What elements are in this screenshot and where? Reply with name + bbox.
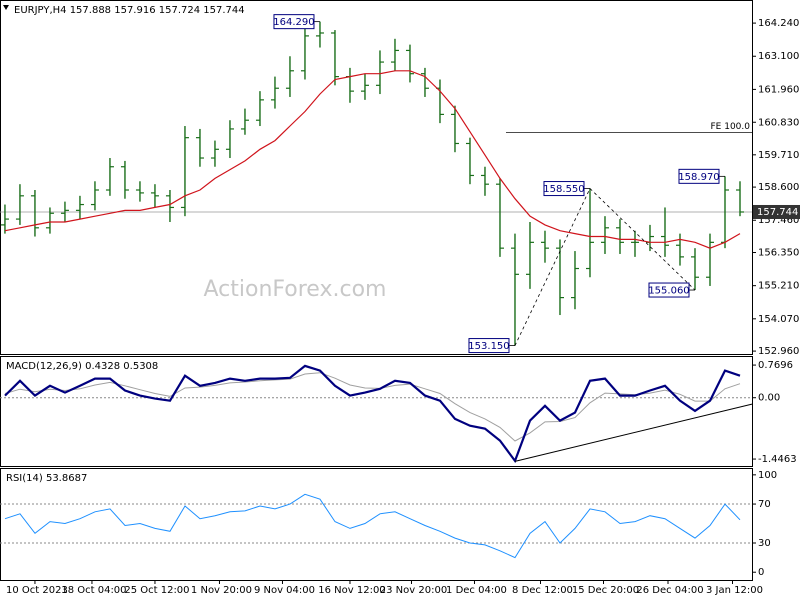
- y-tick-label: 163.100: [758, 51, 799, 62]
- annotation-box: [468, 338, 510, 354]
- y-tick-label: 156.350: [758, 248, 799, 259]
- x-tick-label: 25 Oct 12:00: [124, 585, 189, 596]
- y-tick-label: 157.460: [758, 215, 799, 226]
- moving-average: [4, 70, 741, 249]
- y-tick-label: 159.710: [758, 150, 799, 161]
- macd-panel: [0, 356, 753, 467]
- y-tick-label: 161.960: [758, 84, 799, 95]
- y-tick-label: 160.830: [758, 117, 799, 128]
- y-tick-label: 152.960: [758, 346, 799, 357]
- macd-line: [4, 364, 741, 464]
- annotation-label: 158.550: [543, 184, 584, 195]
- last-price-label: 157.744: [757, 207, 798, 218]
- x-tick-label: 18 Oct 04:00: [61, 585, 126, 596]
- y-tick-label: 0.00: [758, 393, 780, 404]
- rsi-line: [4, 493, 741, 559]
- y-tick-label: 70: [758, 499, 771, 510]
- y-tick-label: 158.600: [758, 182, 799, 193]
- symbol-icon: [3, 5, 9, 10]
- y-tick-label: -1.4463: [758, 454, 797, 465]
- watermark: ActionForex.com: [204, 277, 387, 302]
- fe-label: FE 100.0: [711, 122, 751, 132]
- annotation-box: [273, 14, 315, 30]
- x-tick-label: 9 Nov 04:00: [254, 585, 315, 596]
- annotation-box: [543, 181, 585, 197]
- annotation-label: 153.150: [468, 341, 509, 352]
- y-tick-label: 0.7696: [758, 360, 793, 371]
- annotation-box: [648, 282, 690, 298]
- trendline: [514, 403, 753, 462]
- panel-title: MACD(12,26,9) 0.4328 0.5308: [6, 361, 158, 372]
- x-tick-label: 8 Dec 12:00: [512, 585, 573, 596]
- x-tick-label: 10 Oct 2023: [6, 585, 68, 596]
- annotation-label: 155.060: [648, 286, 689, 297]
- x-tick-label: 26 Dec 04:00: [636, 585, 703, 596]
- x-tick-label: 15 Dec 20:00: [572, 585, 639, 596]
- x-tick-label: 3 Jan 12:00: [706, 585, 763, 596]
- panel-title: EURJPY,H4 157.888 157.916 157.724 157.74…: [14, 5, 245, 16]
- panel-title: RSI(14) 53.8687: [6, 473, 87, 484]
- rsi-panel: [0, 468, 753, 581]
- y-tick-label: 154.070: [758, 314, 799, 325]
- y-tick-label: 30: [758, 538, 771, 549]
- x-tick-label: 1 Nov 20:00: [191, 585, 252, 596]
- annotation-label: 158.970: [678, 172, 719, 183]
- y-tick-label: 100: [758, 470, 777, 481]
- last-price-box: [753, 204, 800, 219]
- annotation-box: [678, 168, 720, 184]
- x-tick-label: 16 Nov 12:00: [318, 585, 385, 596]
- x-tick-label: 23 Nov 20:00: [380, 585, 447, 596]
- annotation-label: 164.290: [273, 17, 314, 28]
- y-tick-label: 0: [758, 567, 764, 578]
- x-tick-label: 1 Dec 04:00: [446, 585, 507, 596]
- price-panel: [0, 0, 753, 355]
- y-tick-label: 155.210: [758, 281, 799, 292]
- y-tick-label: 164.240: [758, 18, 799, 29]
